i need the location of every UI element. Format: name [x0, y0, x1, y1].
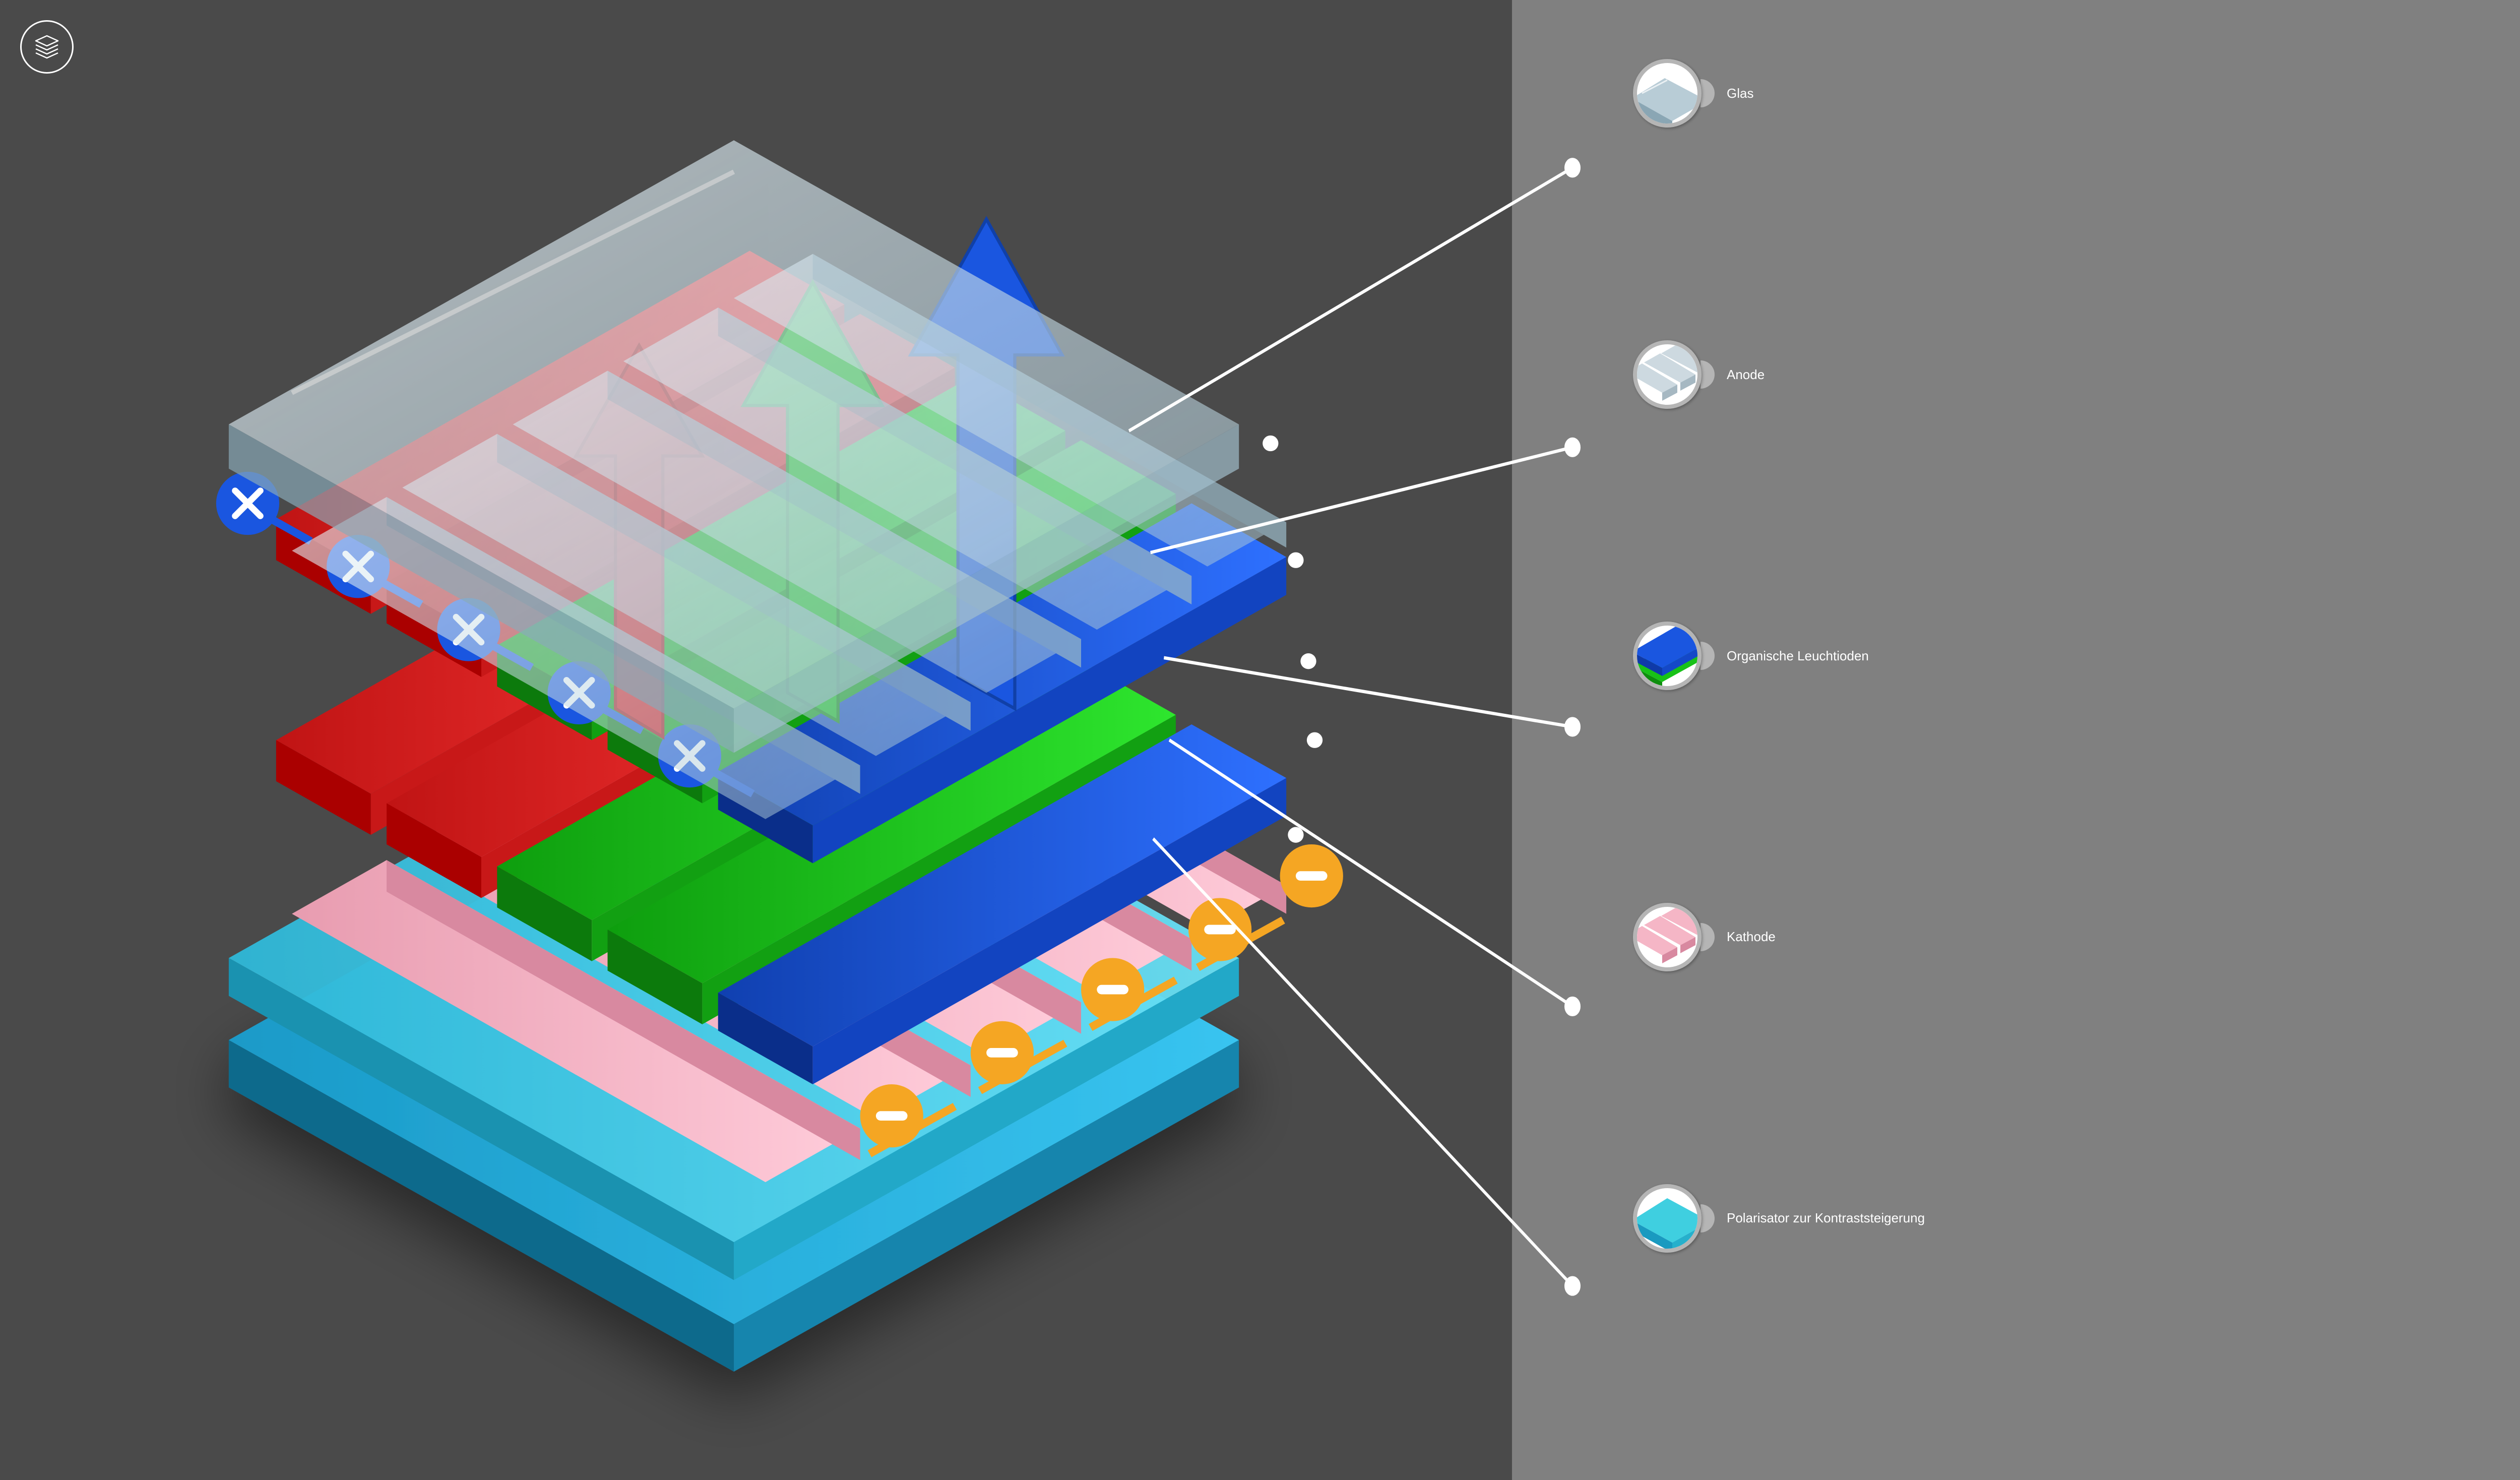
legend-glas: Glas — [1633, 59, 1753, 128]
legend-anode: Anode — [1633, 340, 1765, 409]
label-anode: Anode — [1727, 367, 1765, 383]
legend-panel: Glas Anode — [1512, 0, 2520, 1480]
label-polarisator: Polarisator zur Kontraststeigerung — [1727, 1210, 1925, 1226]
swatch-kathode — [1633, 903, 1702, 971]
leader-lines — [927, 0, 1734, 1480]
legend-kathode: Kathode — [1633, 903, 1776, 971]
legend-organic: Organische Leuchtioden — [1633, 622, 1869, 690]
legend-polarisator: Polarisator zur Kontraststeigerung — [1633, 1184, 1925, 1253]
swatch-polarisator — [1633, 1184, 1702, 1253]
swatch-anode — [1633, 340, 1702, 409]
diagram-canvas: Glas Anode — [0, 0, 2520, 1480]
label-glas: Glas — [1727, 86, 1753, 101]
label-kathode: Kathode — [1727, 929, 1776, 945]
swatch-organic — [1633, 622, 1702, 690]
swatch-glas — [1633, 59, 1702, 128]
label-organic: Organische Leuchtioden — [1727, 648, 1869, 664]
